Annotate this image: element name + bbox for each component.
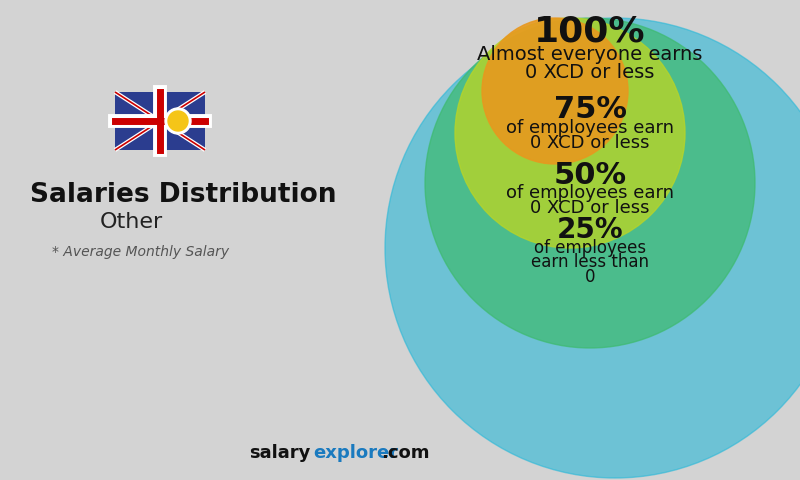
Text: 0 XCD or less: 0 XCD or less	[530, 134, 650, 152]
Text: 25%: 25%	[557, 216, 623, 244]
Text: earn less than: earn less than	[531, 253, 649, 271]
Text: 100%: 100%	[534, 15, 646, 49]
Text: salary: salary	[249, 444, 310, 462]
Text: 0 XCD or less: 0 XCD or less	[530, 199, 650, 217]
Text: 0: 0	[585, 268, 595, 286]
Circle shape	[455, 18, 685, 248]
Text: of employees earn: of employees earn	[506, 184, 674, 202]
Circle shape	[385, 18, 800, 478]
Text: of employees: of employees	[534, 239, 646, 257]
Text: explorer: explorer	[313, 444, 398, 462]
Text: Almost everyone earns: Almost everyone earns	[478, 46, 702, 64]
FancyBboxPatch shape	[115, 92, 205, 150]
Text: Other: Other	[100, 212, 163, 232]
Text: of employees earn: of employees earn	[506, 119, 674, 137]
Circle shape	[168, 111, 188, 131]
Text: * Average Monthly Salary: * Average Monthly Salary	[52, 245, 229, 259]
Circle shape	[482, 18, 628, 164]
Text: 75%: 75%	[554, 96, 626, 124]
Text: .com: .com	[381, 444, 430, 462]
Circle shape	[425, 18, 755, 348]
Circle shape	[165, 108, 191, 134]
Text: 0 XCD or less: 0 XCD or less	[526, 62, 654, 82]
Text: Salaries Distribution: Salaries Distribution	[30, 182, 337, 208]
Text: 50%: 50%	[554, 160, 626, 190]
